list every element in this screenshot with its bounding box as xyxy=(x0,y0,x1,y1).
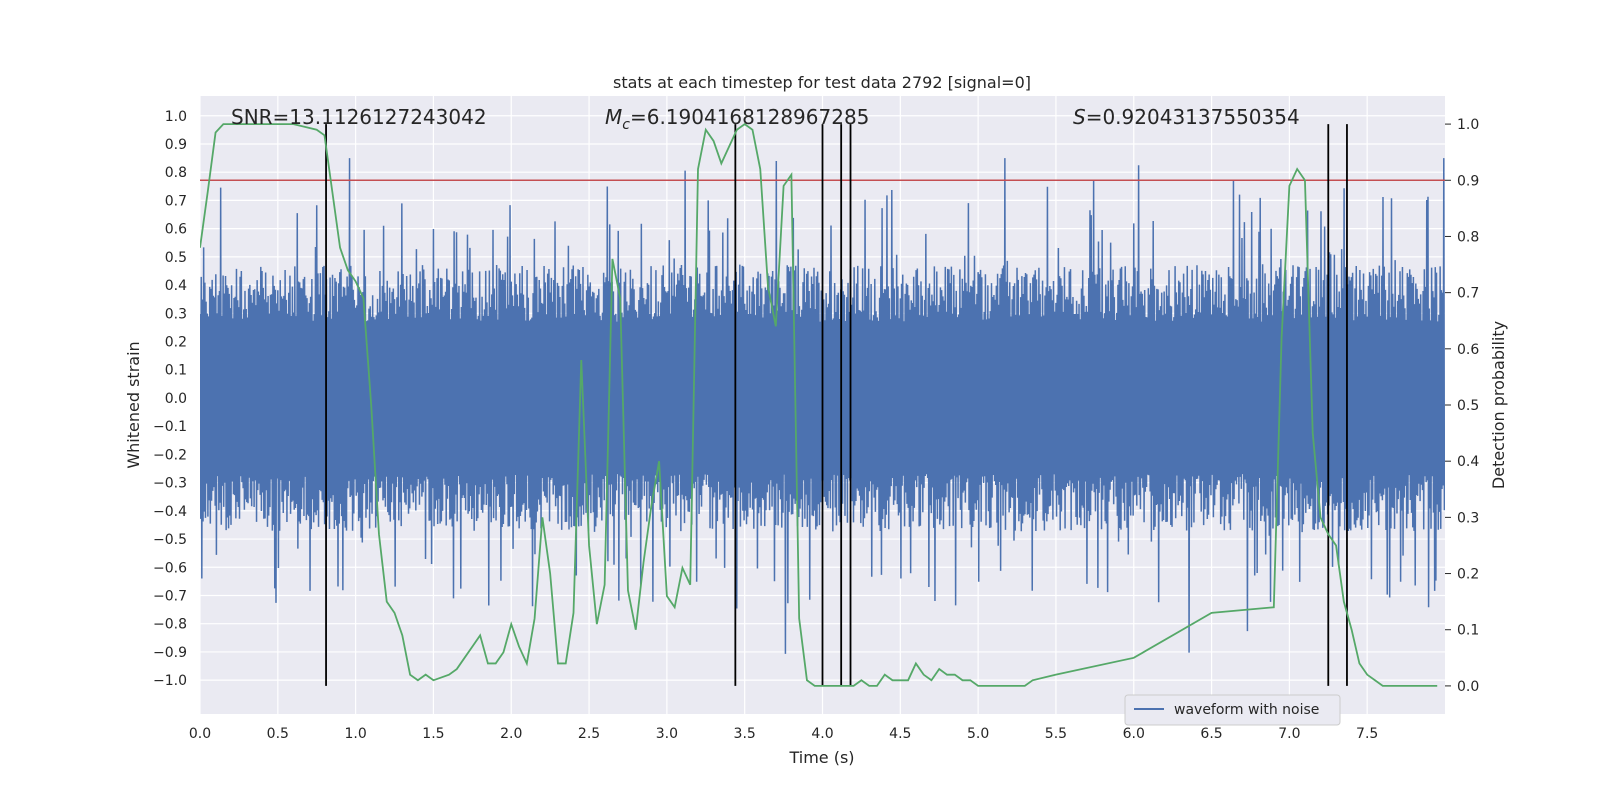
s-symbol: S xyxy=(1073,105,1086,129)
snr-annotation: SNR=13.1126127243042 xyxy=(231,105,487,129)
s-annotation: S=0.92043137550354 xyxy=(1073,105,1300,129)
x-tick-label-5: 2.5 xyxy=(578,726,600,742)
x-tick-label-4: 2.0 xyxy=(500,726,522,742)
y-tick-label-11: −0.1 xyxy=(153,419,187,435)
x-axis-ticks: 0.0 0.5 1.0 1.5 2.0 2.5 3.0 3.5 4.0 4.5 5.0 5.5 6.0 6… xyxy=(189,726,1378,742)
y2-tick-label-4: 0.6 xyxy=(1457,342,1479,358)
y-tick-label-10: 0.0 xyxy=(165,391,187,407)
mc-value: =6.190416812896728​5 xyxy=(630,105,869,129)
y-tick-label-0: 1.0 xyxy=(165,109,187,125)
y2-axis-ticks: 1.0 0.9 0.8 0.7 0.6 0.5 0.4 0.3 0.2 0.1 0.0 xyxy=(1445,117,1479,695)
chart-title: stats at each timestep for test data 279… xyxy=(613,73,1031,92)
y-tick-label-1: 0.9 xyxy=(165,137,187,153)
x-tick-label-1: 0.5 xyxy=(267,726,289,742)
x-tick-label-10: 5.0 xyxy=(967,726,989,742)
s-value: =0.92043137550354 xyxy=(1086,105,1300,129)
x-tick-label-6: 3.0 xyxy=(656,726,678,742)
y-tick-label-16: −0.6 xyxy=(153,560,187,576)
y2-axis-label: Detection probability xyxy=(1489,321,1508,489)
y-tick-label-6: 0.4 xyxy=(165,278,187,294)
y-tick-label-3: 0.7 xyxy=(165,193,187,209)
y2-tick-label-3: 0.7 xyxy=(1457,286,1479,302)
x-tick-label-8: 4.0 xyxy=(811,726,833,742)
mc-annotation: Mc=6.190416812896728​5 xyxy=(605,105,869,133)
y-tick-label-8: 0.2 xyxy=(165,335,187,351)
x-tick-label-12: 6.0 xyxy=(1123,726,1145,742)
x-tick-label-13: 6.5 xyxy=(1200,726,1222,742)
legend: waveform with noise xyxy=(1124,694,1341,726)
y-tick-label-15: −0.5 xyxy=(153,532,187,548)
y-tick-label-17: −0.7 xyxy=(153,588,187,604)
x-tick-label-11: 5.5 xyxy=(1045,726,1067,742)
y-tick-label-12: −0.2 xyxy=(153,447,187,463)
x-tick-label-2: 1.0 xyxy=(344,726,366,742)
x-tick-label-3: 1.5 xyxy=(422,726,444,742)
y-tick-label-7: 0.3 xyxy=(165,306,187,322)
legend-box xyxy=(1124,694,1341,726)
legend-entry-waveform: waveform with noise xyxy=(1174,702,1319,718)
y-tick-label-4: 0.6 xyxy=(165,222,187,238)
x-tick-label-15: 7.5 xyxy=(1356,726,1378,742)
x-tick-label-9: 4.5 xyxy=(889,726,911,742)
x-axis-label: Time (s) xyxy=(788,748,854,767)
y-tick-label-13: −0.3 xyxy=(153,476,187,492)
mc-symbol: M xyxy=(605,105,622,129)
y-tick-label-9: 0.1 xyxy=(165,363,187,379)
y2-tick-label-0: 1.0 xyxy=(1457,117,1479,133)
probability-line xyxy=(200,122,1438,687)
y-tick-label-18: −0.8 xyxy=(153,617,187,633)
x-tick-label-7: 3.5 xyxy=(734,726,756,742)
x-tick-label-0: 0.0 xyxy=(189,726,211,742)
mc-subscript: c xyxy=(622,117,630,133)
y-tick-label-19: −0.9 xyxy=(153,645,187,661)
y-tick-label-14: −0.4 xyxy=(153,504,187,520)
x-tick-label-14: 7.0 xyxy=(1278,726,1300,742)
y2-tick-label-5: 0.5 xyxy=(1457,398,1479,414)
y2-tick-label-1: 0.9 xyxy=(1457,173,1479,189)
y2-tick-label-10: 0.0 xyxy=(1457,679,1479,695)
y2-tick-label-7: 0.3 xyxy=(1457,510,1479,526)
probability-series xyxy=(200,122,1438,687)
vertical-lines xyxy=(325,124,1348,686)
y-tick-label-2: 0.8 xyxy=(165,165,187,181)
y2-tick-label-6: 0.4 xyxy=(1457,454,1479,470)
y-tick-label-5: 0.5 xyxy=(165,250,187,266)
y-axis-ticks: 1.0 0.9 0.8 0.7 0.6 0.5 0.4 0.3 0.2 0.1 0.0 −0.1 −0.… xyxy=(153,109,187,689)
y2-tick-label-2: 0.8 xyxy=(1457,229,1479,245)
y-axis-label: Whitened strain xyxy=(124,341,143,468)
y-tick-label-20: −1.0 xyxy=(153,673,187,689)
y2-tick-label-9: 0.1 xyxy=(1457,623,1479,639)
y2-tick-label-8: 0.2 xyxy=(1457,567,1479,583)
